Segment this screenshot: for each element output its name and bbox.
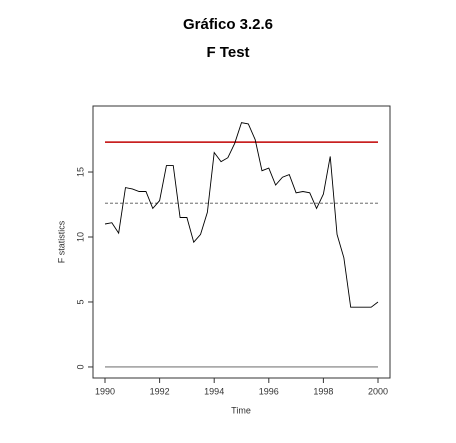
x-tick-label: 2000 [368,386,388,396]
plot-frame [92,105,391,379]
x-tick-label: 1998 [313,386,333,396]
y-tick-label: 5 [75,299,85,304]
y-axis-label: F statistics [56,220,66,263]
chart-title: Gráfico 3.2.6 [183,16,273,33]
x-tick-label: 1994 [204,386,224,396]
x-tick-label: 1990 [95,386,115,396]
x-tick-label: 1996 [259,386,279,396]
data-line [104,122,379,308]
chart-subtitle: F Test [206,44,249,61]
y-tick-label: 15 [75,167,85,177]
x-axis-label: Time [231,405,251,415]
y-tick-label: 0 [75,364,85,369]
y-tick-label: 10 [75,232,85,242]
x-tick-label: 1992 [150,386,170,396]
